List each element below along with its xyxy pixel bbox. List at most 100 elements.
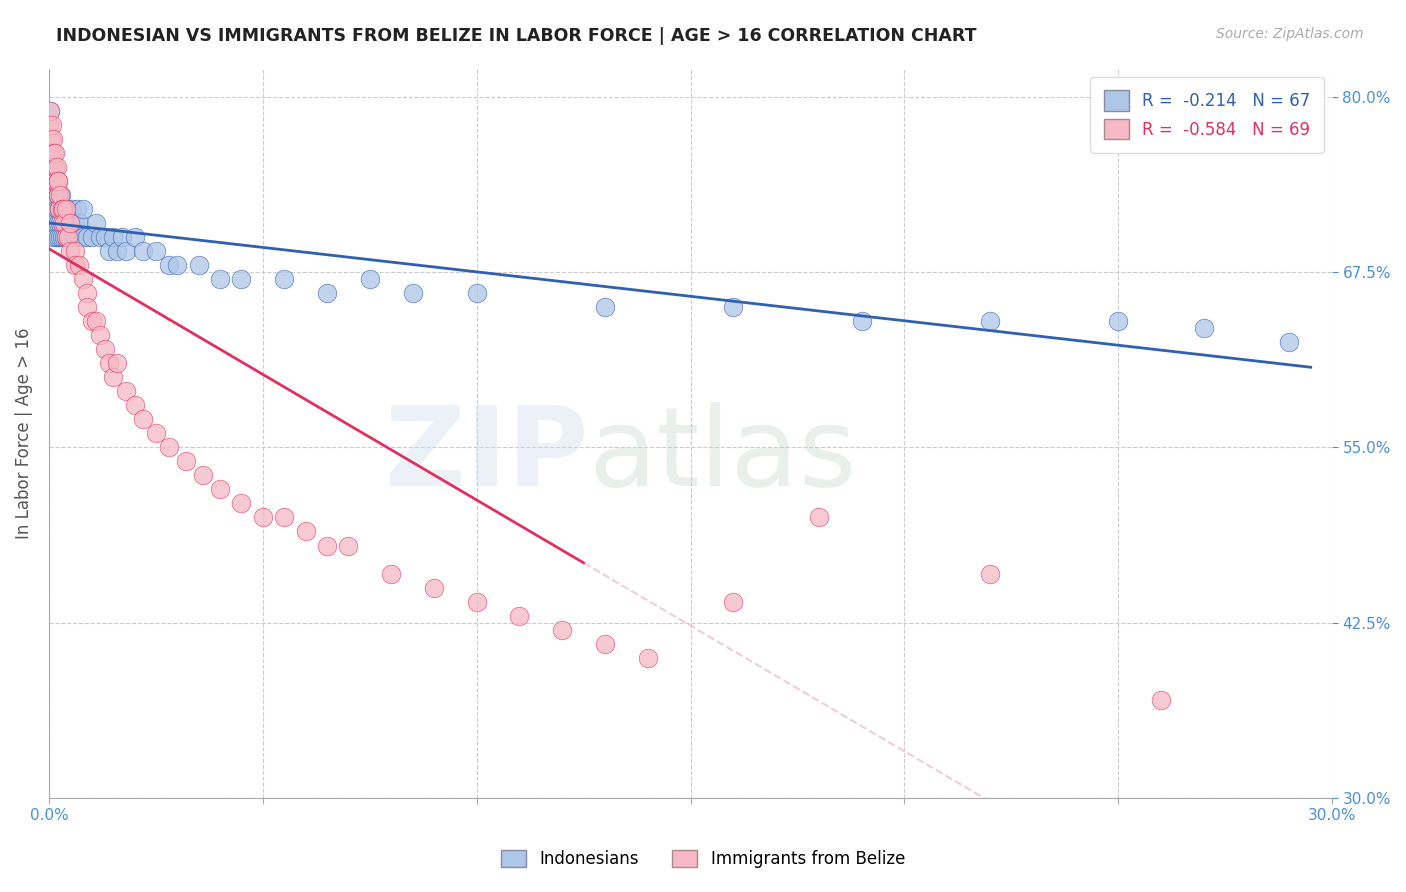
Point [337,539,360,553]
Point [115,244,138,258]
Point [76,285,98,300]
Point [63,230,86,244]
Point [1278,335,1301,350]
Point [231,496,253,510]
Point [465,285,488,300]
Point [508,608,530,623]
Point [380,566,402,581]
Point [48,202,70,216]
Point [56,202,79,216]
Point [42,160,65,174]
Point [851,314,873,328]
Point [48,202,70,216]
Legend: Indonesians, Immigrants from Belize: Indonesians, Immigrants from Belize [495,843,911,875]
Point [157,258,180,272]
Point [58,230,80,244]
Point [80,314,103,328]
Point [39,103,62,118]
Point [145,426,167,441]
Y-axis label: In Labor Force | Age > 16: In Labor Force | Age > 16 [15,327,32,539]
Point [401,285,423,300]
Point [67,258,90,272]
Point [44,145,66,160]
Point [53,202,76,216]
Point [67,216,90,230]
Point [316,285,339,300]
Point [44,187,66,202]
Point [59,216,82,230]
Point [89,230,111,244]
Point [51,230,73,244]
Point [174,454,197,468]
Point [465,594,488,608]
Point [55,230,77,244]
Point [41,160,63,174]
Point [97,244,120,258]
Point [637,650,659,665]
Point [979,566,1001,581]
Point [111,230,134,244]
Point [59,244,82,258]
Point [38,160,60,174]
Point [48,174,70,188]
Legend: R =  -0.214   N = 67, R =  -0.584   N = 69: R = -0.214 N = 67, R = -0.584 N = 69 [1091,77,1324,153]
Point [52,230,75,244]
Text: ZIP: ZIP [384,401,588,508]
Point [38,118,60,132]
Point [107,356,129,370]
Point [101,230,124,244]
Point [723,300,745,314]
Point [209,483,232,497]
Point [423,581,446,595]
Point [132,244,155,258]
Point [252,510,274,524]
Point [187,258,209,272]
Point [359,272,381,286]
Point [51,216,73,230]
Point [51,202,73,216]
Point [231,272,253,286]
Point [124,398,146,412]
Point [44,216,66,230]
Point [63,244,86,258]
Point [39,131,62,145]
Point [84,314,107,328]
Point [39,174,62,188]
Point [46,216,69,230]
Point [42,174,65,188]
Text: atlas: atlas [588,401,856,508]
Point [45,160,67,174]
Point [46,174,69,188]
Point [63,216,86,230]
Point [55,202,77,216]
Point [72,230,94,244]
Point [115,384,138,399]
Point [93,342,115,356]
Point [72,272,94,286]
Point [67,230,90,244]
Point [551,623,574,637]
Point [979,314,1001,328]
Point [294,524,316,539]
Point [48,230,70,244]
Point [1192,321,1215,335]
Point [723,594,745,608]
Point [51,202,73,216]
Point [807,510,830,524]
Point [97,356,120,370]
Point [42,131,65,145]
Point [49,187,72,202]
Point [45,174,67,188]
Point [42,174,65,188]
Point [107,244,129,258]
Point [593,637,616,651]
Point [59,216,82,230]
Point [132,412,155,426]
Point [145,244,167,258]
Point [1150,693,1173,707]
Point [59,230,82,244]
Point [38,103,60,118]
Point [55,216,77,230]
Point [1107,314,1129,328]
Point [209,272,232,286]
